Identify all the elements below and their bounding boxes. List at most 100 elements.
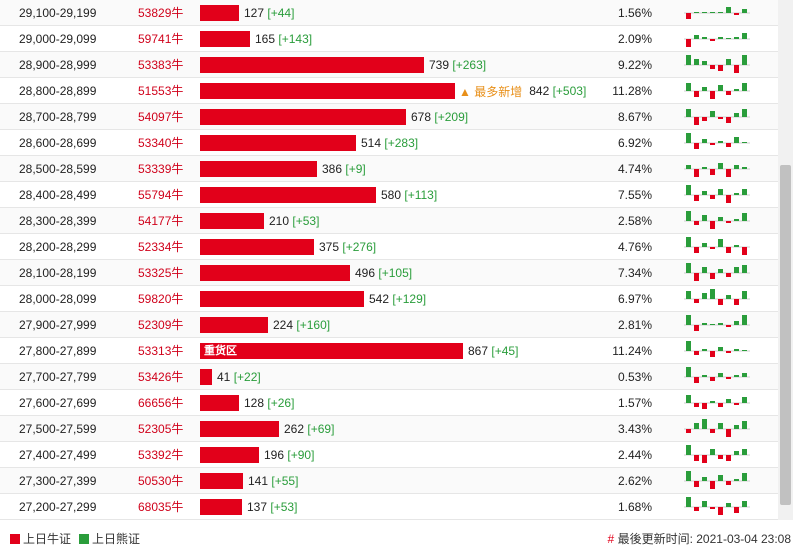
- warrant-code[interactable]: 53392牛: [138, 448, 184, 462]
- table-row[interactable]: 27,600-27,699 66656牛 128 [+26] 1.57%: [0, 390, 778, 416]
- table-row[interactable]: 28,200-28,299 52334牛 375 [+276] 4.76%: [0, 234, 778, 260]
- scrollbar-thumb[interactable]: [780, 165, 791, 505]
- table-row[interactable]: 28,500-28,599 53339牛 386 [+9] 4.74%: [0, 156, 778, 182]
- table-row[interactable]: 27,800-27,899 53313牛 重货区 867 [+45] 11.24%: [0, 338, 778, 364]
- strike-range: 28,800-28,899: [19, 84, 97, 98]
- table-row[interactable]: 28,900-28,999 53383牛 739 [+263] 9.22%: [0, 52, 778, 78]
- sparkline-bar: [718, 373, 723, 377]
- warrant-code[interactable]: 52305牛: [138, 422, 184, 436]
- volume-bar: [200, 421, 279, 437]
- warrant-code[interactable]: 59741牛: [138, 32, 184, 46]
- warrant-code[interactable]: 53340牛: [138, 136, 184, 150]
- vertical-scrollbar[interactable]: [778, 0, 793, 520]
- warrant-code[interactable]: 55794牛: [138, 188, 184, 202]
- sparkline-bar: [694, 91, 699, 97]
- sparkline-bar: [710, 351, 715, 357]
- volume-value: 375 [+276]: [319, 240, 376, 254]
- volume-number: 262: [284, 422, 305, 436]
- table-row[interactable]: 28,600-28,699 53340牛 514 [+283] 6.92%: [0, 130, 778, 156]
- table-row[interactable]: 28,100-28,199 53325牛 496 [+105] 7.34%: [0, 260, 778, 286]
- table-row[interactable]: 29,100-29,199 53829牛 127 [+44] 1.56%: [0, 0, 778, 26]
- sparkline-bar: [726, 325, 731, 327]
- warrant-code[interactable]: 53383牛: [138, 58, 184, 72]
- sparkline-bar: [726, 503, 731, 507]
- sparkline-bar: [702, 349, 707, 351]
- volume-number: 127: [244, 6, 265, 20]
- sparkline-bar: [686, 341, 691, 351]
- sparkline-bar: [710, 429, 715, 433]
- volume-change: [+129]: [392, 292, 427, 306]
- table-row[interactable]: 27,700-27,799 53426牛 41 [+22] 0.53%: [0, 364, 778, 390]
- sparkline-bar: [742, 449, 747, 455]
- sparkline-bar: [710, 221, 715, 229]
- table-row[interactable]: 27,200-27,299 68035牛 137 [+53] 1.68%: [0, 494, 778, 520]
- sparkline-bar: [734, 245, 739, 247]
- volume-change: [+160]: [296, 318, 331, 332]
- warrant-code[interactable]: 53325牛: [138, 266, 184, 280]
- warrant-code[interactable]: 52334牛: [138, 240, 184, 254]
- sparkline-bar: [710, 449, 715, 455]
- warrant-code[interactable]: 68035牛: [138, 500, 184, 514]
- share-percent: 11.24%: [612, 344, 652, 358]
- bar-group: 678 [+209]: [200, 109, 468, 125]
- bar-group: 514 [+283]: [200, 135, 418, 151]
- warrant-code[interactable]: 54097牛: [138, 110, 184, 124]
- volume-change: [+503]: [552, 84, 587, 98]
- sparkline-bar: [726, 7, 731, 13]
- table-row[interactable]: 27,400-27,499 53392牛 196 [+90] 2.44%: [0, 442, 778, 468]
- warrant-code[interactable]: 53829牛: [138, 6, 184, 20]
- strike-range: 27,200-27,299: [19, 500, 97, 514]
- volume-bar: 重货区: [200, 343, 463, 359]
- warrant-code[interactable]: 50530牛: [138, 474, 184, 488]
- share-percent: 2.62%: [617, 474, 652, 488]
- sparkline-bar: [726, 273, 731, 277]
- table-row[interactable]: 28,300-28,399 54177牛 210 [+53] 2.58%: [0, 208, 778, 234]
- volume-value: 127 [+44]: [244, 6, 294, 20]
- warrant-code[interactable]: 52309牛: [138, 318, 184, 332]
- sparkline-bar: [734, 113, 739, 117]
- sparkline-bar: [702, 419, 707, 429]
- sparkline-bar: [702, 243, 707, 247]
- sparkline-bar: [694, 12, 699, 13]
- sparkline-bar: [686, 395, 691, 403]
- sparkline-bar: [734, 13, 739, 15]
- warrant-code[interactable]: 53313牛: [138, 344, 184, 358]
- strike-range: 27,500-27,599: [19, 422, 97, 436]
- sparkline-bar: [726, 247, 731, 253]
- volume-number: 41: [217, 370, 231, 384]
- table-row[interactable]: 28,800-28,899 51553牛 ▲ 最多新增 842 [+503] 11.28…: [0, 78, 778, 104]
- warrant-code[interactable]: 53426牛: [138, 370, 184, 384]
- warrant-code[interactable]: 53339牛: [138, 162, 184, 176]
- table-row[interactable]: 27,900-27,999 52309牛 224 [+160] 2.81%: [0, 312, 778, 338]
- table-row[interactable]: 28,000-28,099 59820牛 542 [+129] 6.97%: [0, 286, 778, 312]
- daily-change-sparkline: [684, 83, 750, 99]
- warrant-code[interactable]: 54177牛: [138, 214, 184, 228]
- table-row[interactable]: 29,000-29,099 59741牛 165 [+143] 2.09%: [0, 26, 778, 52]
- sparkline-bar: [686, 109, 691, 117]
- sparkline-bar: [718, 117, 723, 119]
- table-row[interactable]: 27,300-27,399 50530牛 141 [+55] 2.62%: [0, 468, 778, 494]
- daily-change-sparkline: [684, 237, 750, 255]
- daily-change-sparkline: [684, 109, 750, 125]
- sparkline-bar: [694, 481, 699, 487]
- table-row[interactable]: 27,500-27,599 52305牛 262 [+69] 3.43%: [0, 416, 778, 442]
- sparkline-bar: [726, 117, 731, 123]
- last-update: # 最後更新时间: 2021-03-04 23:08: [608, 530, 791, 547]
- table-row[interactable]: 28,400-28,499 55794牛 580 [+113] 7.55%: [0, 182, 778, 208]
- sparkline-bar: [742, 247, 747, 255]
- sparkline-bar: [686, 13, 691, 19]
- sparkline-bar: [734, 375, 739, 377]
- volume-value: 386 [+9]: [322, 162, 366, 176]
- sparkline-bar: [742, 501, 747, 507]
- sparkline-bar: [694, 325, 699, 331]
- legend-bull: 上日牛证: [10, 530, 71, 547]
- volume-change: [+143]: [278, 32, 313, 46]
- warrant-code[interactable]: 59820牛: [138, 292, 184, 306]
- warrant-code[interactable]: 66656牛: [138, 396, 184, 410]
- warrant-code[interactable]: 51553牛: [138, 84, 184, 98]
- sparkline-bar: [694, 247, 699, 253]
- hash-icon: #: [607, 532, 615, 546]
- bear-swatch-icon: [79, 534, 90, 544]
- table-row[interactable]: 28,700-28,799 54097牛 678 [+209] 8.67%: [0, 104, 778, 130]
- update-time: 2021-03-04 23:08: [696, 532, 791, 546]
